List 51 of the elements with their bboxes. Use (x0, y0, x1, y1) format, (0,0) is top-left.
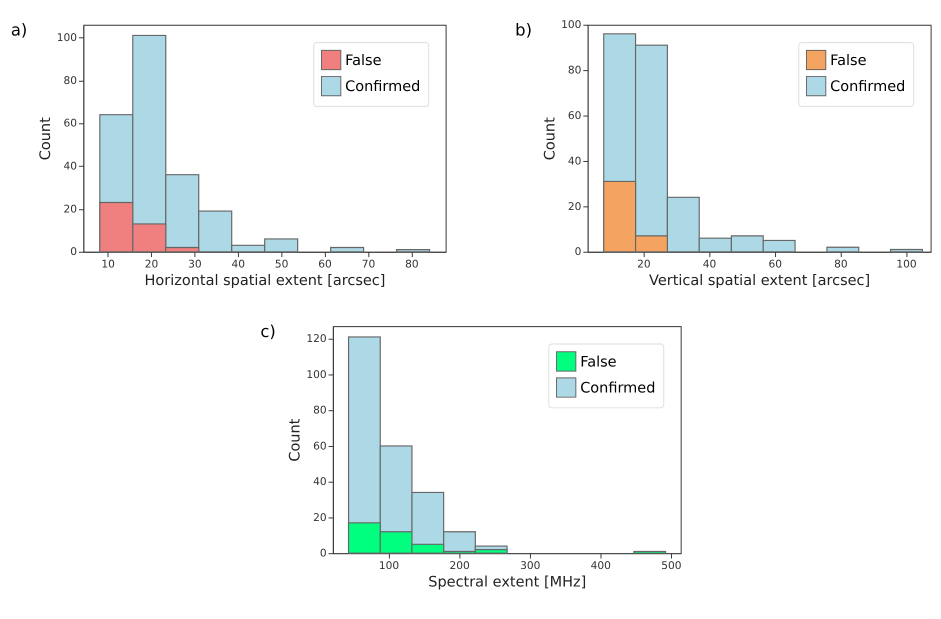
x-tick-label: 20 (637, 258, 651, 271)
y-tick-label: 20 (568, 200, 582, 213)
y-tick-label: 100 (561, 18, 582, 32)
x-tick-label: 200 (449, 559, 470, 572)
x-tick-label: 300 (520, 559, 541, 572)
y-tick-label: 60 (64, 116, 78, 130)
x-tick-label: 100 (896, 258, 917, 271)
x-tick-label: 20 (144, 258, 158, 271)
x-tick-label: 50 (274, 258, 289, 271)
legend-label: False (345, 52, 382, 69)
x-tick-label: 400 (590, 559, 612, 572)
y-tick-label: 0 (574, 245, 582, 258)
x-tick-label: 40 (232, 258, 246, 271)
y-tick-label: 80 (568, 64, 582, 77)
y-axis-title: Count (542, 116, 558, 160)
y-tick-label: 20 (64, 202, 78, 216)
x-tick-label: 30 (188, 258, 202, 271)
y-tick-label: 40 (568, 154, 582, 168)
x-tick-label: 40 (702, 258, 717, 271)
y-tick-label: 20 (313, 510, 327, 524)
y-tick-label: 120 (306, 332, 327, 346)
x-tick-label: 10 (101, 258, 116, 271)
y-tick-label: 60 (313, 439, 327, 452)
text: b) (515, 20, 532, 40)
y-tick-label: 40 (64, 159, 78, 172)
text: c) (260, 322, 276, 341)
x-tick-label: 70 (362, 258, 376, 271)
x-axis-title: Spectral extent [MHz] (428, 574, 586, 591)
legend-label: False (830, 52, 867, 69)
legend-label: False (580, 354, 617, 370)
x-tick-label: 100 (378, 559, 400, 572)
x-tick-label: 80 (834, 258, 848, 271)
text: a) (10, 20, 28, 40)
y-tick-label: 80 (64, 74, 78, 87)
x-tick-label: 500 (661, 559, 682, 572)
legend-label: Confirmed (580, 380, 656, 396)
y-tick-label: 100 (306, 368, 327, 381)
y-tick-label: 40 (313, 475, 327, 488)
y-tick-label: 100 (56, 30, 78, 44)
y-axis-title: Count (288, 418, 304, 462)
legend-label: Confirmed (830, 78, 906, 95)
y-tick-label: 0 (70, 245, 78, 258)
x-tick-label: 60 (768, 258, 782, 271)
y-axis-title: Count (38, 116, 54, 160)
y-tick-label: 60 (568, 108, 582, 122)
x-tick-label: 80 (405, 258, 419, 271)
legend-label: Confirmed (345, 78, 420, 95)
x-axis-title: Horizontal spatial extent [arcsec] (144, 273, 386, 290)
y-tick-label: 80 (313, 404, 327, 417)
x-axis-title: Vertical spatial extent [arcsec] (649, 273, 870, 290)
y-tick-label: 0 (320, 546, 327, 560)
